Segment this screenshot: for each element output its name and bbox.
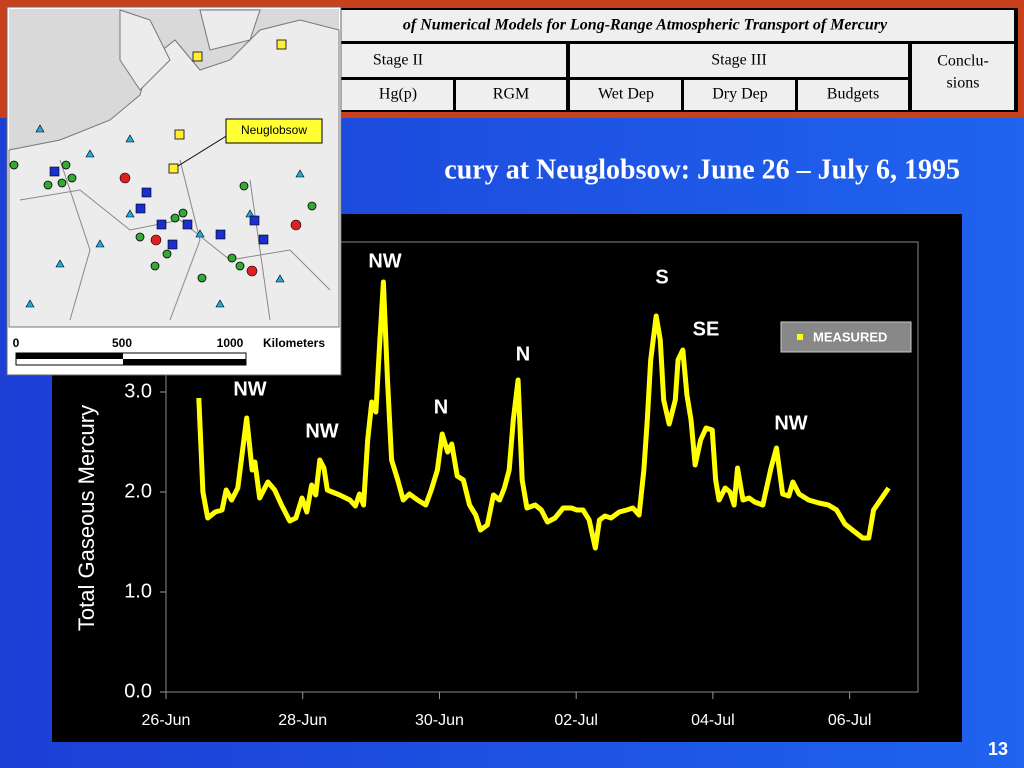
map: Neuglobsow 0 500 1000 Kilometers bbox=[6, 6, 342, 376]
callout-box bbox=[225, 118, 323, 144]
y-axis-label: Total Gaseous Mercury bbox=[74, 405, 99, 631]
annotation: NW bbox=[368, 250, 401, 272]
map-sites bbox=[9, 160, 317, 283]
legend-swatch bbox=[797, 334, 803, 340]
x-tick-label: 30-Jun bbox=[415, 712, 464, 729]
tab[interactable] bbox=[570, 44, 908, 77]
y-tick-label: 3.0 bbox=[124, 380, 152, 402]
header-title: of Numerical Models for Long-Range Atmos… bbox=[403, 17, 888, 34]
tab[interactable] bbox=[912, 44, 1014, 110]
map-sites bbox=[119, 172, 302, 277]
x-tick-label: 26-Jun bbox=[142, 712, 191, 729]
data-line bbox=[196, 279, 891, 551]
scale-label: 0 bbox=[13, 336, 20, 350]
page-number: 13 bbox=[988, 739, 1008, 759]
tab[interactable] bbox=[798, 80, 908, 110]
scale-unit: Kilometers bbox=[263, 336, 325, 350]
annotation: NW bbox=[305, 420, 338, 442]
legend-label: MEASURED bbox=[813, 329, 887, 344]
plot-area bbox=[165, 241, 919, 693]
annotation: NW bbox=[233, 378, 266, 400]
tab[interactable] bbox=[570, 80, 681, 110]
callout-label: Neuglobsow bbox=[241, 123, 307, 137]
map-land bbox=[8, 19, 340, 328]
map-land bbox=[119, 9, 261, 91]
annotation: S bbox=[655, 266, 668, 288]
tab[interactable] bbox=[456, 80, 566, 110]
tab-label: RGM bbox=[493, 86, 529, 103]
map-border bbox=[19, 159, 331, 321]
x-tick-label: 06-Jul bbox=[828, 712, 872, 729]
tab-label: Stage II bbox=[373, 52, 423, 69]
map-sites bbox=[49, 166, 269, 250]
map-sites bbox=[168, 39, 287, 174]
tab[interactable] bbox=[340, 80, 453, 110]
x-tick-label: 04-Jul bbox=[691, 712, 735, 729]
annotation: NW bbox=[774, 412, 807, 434]
tab-label: Dry Dep bbox=[712, 86, 768, 103]
callout-line bbox=[177, 134, 229, 167]
tab[interactable] bbox=[684, 80, 795, 110]
scale-label: 1000 bbox=[217, 336, 244, 350]
tab[interactable] bbox=[340, 44, 566, 77]
tab-label: Stage III bbox=[711, 52, 767, 69]
tab-label: Budgets bbox=[827, 86, 879, 103]
scale-bar bbox=[123, 359, 246, 365]
y-tick-label: 1.0 bbox=[124, 580, 152, 602]
tab-label: Conclu- bbox=[937, 53, 989, 70]
tab-label: Hg(p) bbox=[379, 86, 417, 103]
y-tick-label: 2.0 bbox=[124, 480, 152, 502]
x-tick-label: 02-Jul bbox=[554, 712, 598, 729]
scale-bar bbox=[16, 353, 123, 359]
slide-title: cury at Neuglobsow: June 26 – July 6, 19… bbox=[444, 154, 960, 185]
annotation: N bbox=[516, 343, 530, 365]
x-tick-label: 28-Jun bbox=[278, 712, 327, 729]
tab-label: Wet Dep bbox=[598, 86, 654, 103]
annotation: N bbox=[434, 396, 448, 418]
scale-label: 500 bbox=[112, 336, 132, 350]
y-tick-label: 0.0 bbox=[124, 680, 152, 702]
plot: 0.0 1.0 2.0 3.0 26-Jun 28-Jun 30-Jun 02-Jul 04-J… bbox=[124, 250, 912, 729]
tab-label: sions bbox=[947, 75, 980, 92]
annotation: SE bbox=[693, 318, 720, 340]
